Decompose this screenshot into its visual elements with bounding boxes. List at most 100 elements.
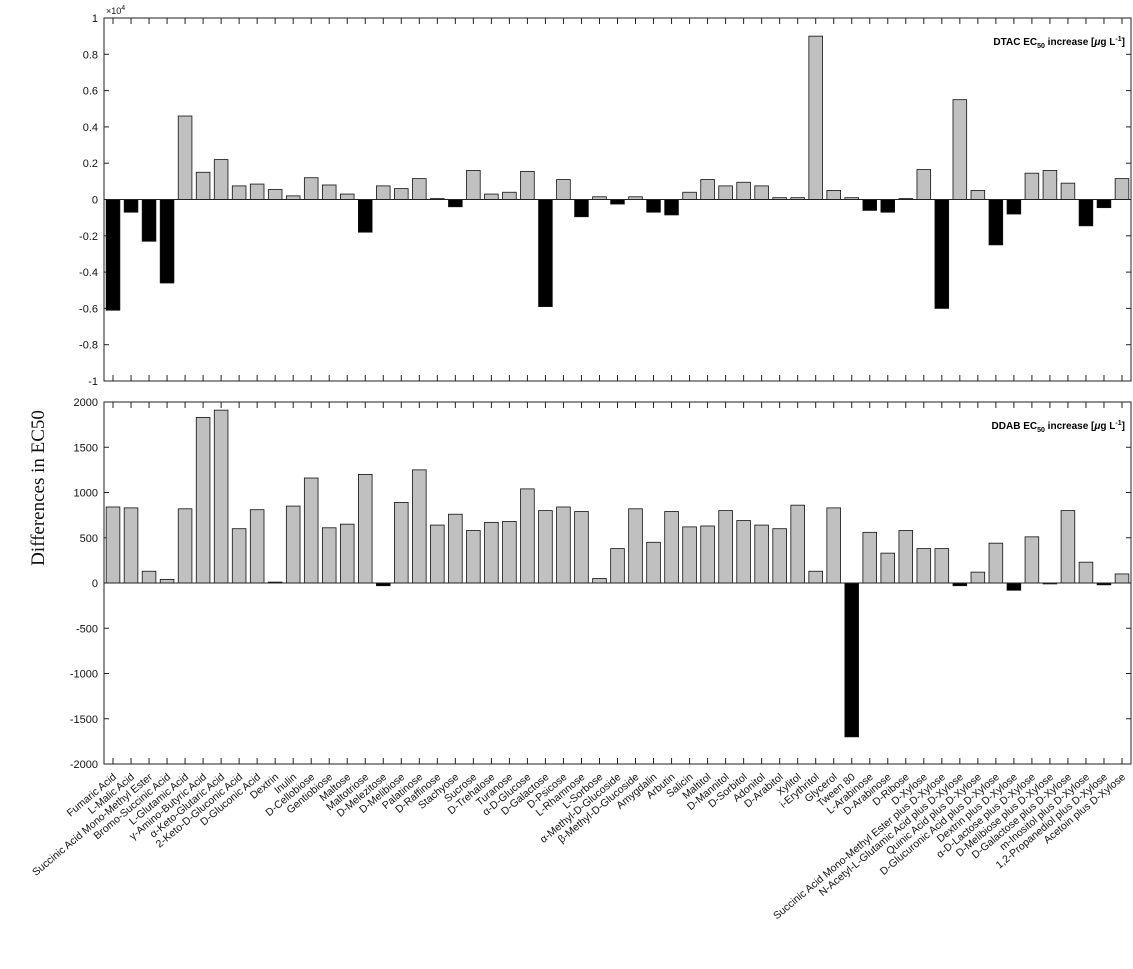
bar-ddab-5 (195, 416, 211, 584)
y-axis-label: Differences in EC50 (28, 410, 49, 566)
bar-dtac-14 (358, 199, 373, 233)
bar-dtac-52 (1042, 170, 1058, 200)
bar-ddab-56 (1114, 573, 1130, 584)
y-tick-label: -1500 (70, 714, 98, 726)
bar-dtac-53 (1060, 182, 1076, 200)
bar-ddab-33 (700, 525, 715, 584)
bar-dtac-20 (466, 170, 481, 200)
bar-ddab-32 (682, 526, 697, 584)
y-tick-label: 1 (92, 13, 98, 25)
bar-ddab-39 (808, 570, 823, 584)
bar-ddab-17 (412, 469, 427, 584)
bar-dtac-7 (231, 185, 247, 200)
bar-dtac-56 (1114, 178, 1130, 200)
y-tick-label: 500 (80, 533, 98, 545)
bar-ddab-28 (610, 548, 625, 584)
bar-dtac-5 (195, 171, 211, 200)
y-tick-label: -0.8 (79, 340, 98, 352)
bar-ddab-41 (844, 582, 859, 738)
bar-ddab-20 (466, 530, 481, 584)
bar-dtac-6 (213, 159, 229, 200)
y-tick-label: -2000 (70, 759, 98, 771)
bar-dtac-17 (412, 178, 427, 200)
bar-ddab-18 (430, 524, 445, 584)
bar-dtac-45 (916, 169, 932, 200)
y-tick-label: 0.2 (83, 158, 98, 170)
bar-dtac-23 (520, 170, 535, 200)
bar-dtac-50 (1006, 199, 1022, 215)
bar-dtac-31 (664, 199, 679, 216)
bar-dtac-43 (880, 199, 896, 213)
bar-dtac-49 (988, 199, 1004, 246)
bar-ddab-46 (934, 548, 950, 584)
bar-ddab-7 (231, 528, 247, 584)
bar-dtac-40 (826, 190, 841, 200)
bar-dtac-33 (700, 179, 715, 200)
bar-dtac-35 (736, 181, 751, 200)
bar-dtac-15 (376, 185, 391, 200)
bar-dtac-26 (574, 199, 589, 218)
bar-dtac-24 (538, 199, 553, 307)
bar-ddab-4 (177, 508, 193, 584)
bar-dtac-39 (808, 35, 823, 200)
bar-ddab-34 (718, 510, 733, 584)
bar-dtac-42 (862, 199, 877, 211)
bar-ddab-37 (772, 528, 787, 584)
bar-ddab-16 (394, 502, 409, 584)
y-tick-label: 1500 (74, 442, 98, 454)
bar-dtac-48 (970, 190, 986, 200)
y-tick-label: -1000 (70, 669, 98, 681)
bar-ddab-14 (358, 473, 373, 584)
panel-ddab: -2000 -1500 -1000 -500 0 500 1000 1500 2000 DDAB … (70, 397, 1132, 771)
y-tick-label: -1 (88, 376, 98, 388)
bar-ddab-30 (646, 541, 661, 584)
bar-dtac-30 (646, 199, 661, 213)
panel-dtac: -1 -0.8 -0.6 -0.4 -0.2 0 0.2 0.4 0.6 0.8 1 DTAC EC5… (79, 5, 1132, 388)
bar-ddab-51 (1024, 536, 1040, 584)
y-tick-label: 0.8 (83, 49, 98, 61)
y-tick-label: 1000 (74, 488, 98, 500)
y-tick-label: 0 (92, 195, 98, 207)
bar-dtac-47 (952, 99, 968, 200)
bar-dtac-32 (682, 191, 697, 200)
bar-ddab-45 (916, 548, 932, 584)
bar-ddab-50 (1006, 582, 1022, 591)
bar-ddab-48 (970, 571, 986, 584)
bar-ddab-26 (574, 511, 589, 584)
bar-dtac-4 (177, 115, 193, 200)
y-tick-label: -0.4 (79, 267, 98, 279)
bar-ddab-35 (736, 520, 751, 584)
bar-ddab-10 (285, 505, 301, 584)
y-tick-label: -0.6 (79, 303, 98, 315)
bar-ddab-49 (988, 542, 1004, 584)
bar-ddab-42 (862, 531, 877, 584)
bar-dtac-2 (141, 199, 157, 242)
bar-dtac-12 (321, 184, 337, 200)
bar-dtac-28 (610, 199, 625, 205)
bar-ddab-27 (592, 578, 607, 584)
bar-dtac-46 (934, 199, 950, 309)
bar-ddab-40 (826, 507, 841, 584)
y-tick-label: 2000 (74, 397, 98, 409)
bar-ddab-23 (520, 488, 535, 584)
bar-ddab-31 (664, 511, 679, 584)
bar-ddab-29 (628, 508, 643, 584)
bar-dtac-21 (484, 193, 499, 200)
panel-title: DTAC EC50 increase [μg L-1] (993, 36, 1125, 50)
bar-dtac-25 (556, 179, 571, 200)
bar-dtac-22 (502, 191, 517, 200)
y-tick-label: 0 (92, 578, 98, 590)
bar-ddab-43 (880, 552, 896, 584)
y-tick-label: 0.6 (83, 86, 98, 98)
bar-dtac-0 (105, 199, 121, 311)
bar-ddab-54 (1078, 561, 1094, 584)
bar-dtac-54 (1078, 199, 1094, 227)
bar-dtac-51 (1024, 172, 1040, 200)
exponent-label: ×104 (106, 5, 125, 16)
bar-ddab-3 (159, 578, 175, 584)
bar-ddab-38 (790, 504, 805, 584)
bar-ddab-21 (484, 521, 499, 584)
bar-dtac-13 (339, 193, 355, 200)
bar-ddab-13 (339, 523, 355, 584)
